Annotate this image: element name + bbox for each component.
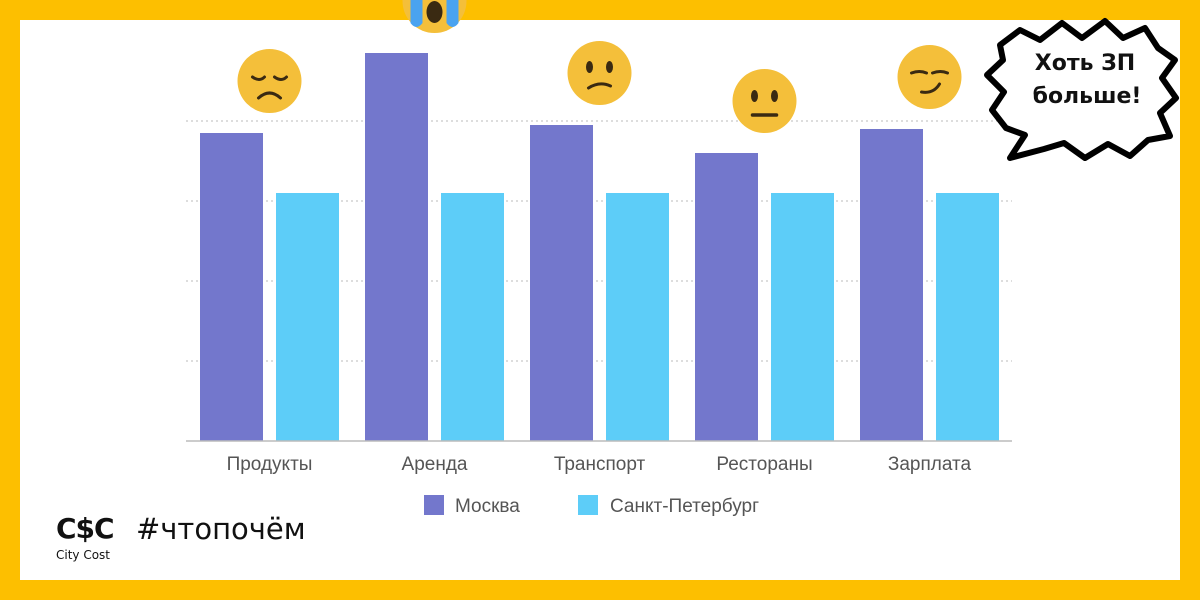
legend-swatch-moscow [424,495,444,515]
brand-name: City Cost [56,548,111,562]
brand-mark: C$C [56,512,115,545]
speech-bubble-line-1: Хоть ЗП [1035,51,1135,76]
bar-moscow-5 [860,129,923,441]
bar-moscow-4 [695,153,758,441]
bar-spb-4 [771,193,834,441]
bar-spb-2 [441,193,504,441]
speech-bubble-shape [984,18,1179,161]
bar-moscow-3 [530,125,593,441]
disappointed-face-icon [237,49,302,113]
bar-spb-5 [936,193,999,441]
legend: Москва Санкт-Петербург [424,495,759,517]
speech-bubble: Хоть ЗП больше! [984,18,1179,161]
x-tick-label-3: Транспорт [554,454,646,475]
x-tick-labels: Продукты Аренда Транспорт Рестораны Зарплата [227,454,972,475]
bar-moscow-2 [365,53,428,441]
loudly-crying-face-icon [402,0,467,33]
legend-label-spb: Санкт-Петербург [610,496,759,517]
smirking-face-icon [897,45,962,109]
neutral-face-icon [732,69,797,133]
confused-face-icon [567,41,632,105]
legend-label-moscow: Москва [455,496,520,517]
x-tick-label-1: Продукты [227,454,313,475]
x-tick-label-4: Рестораны [716,454,812,475]
x-tick-label-5: Зарплата [888,454,972,475]
legend-swatch-spb [578,495,598,515]
brand-logo: C$C City Cost [56,512,136,563]
x-tick-label-2: Аренда [402,454,468,475]
bar-spb-1 [276,193,339,441]
speech-bubble-line-2: больше! [1033,84,1142,109]
bars [200,53,999,441]
hashtag: #чтопочём [136,512,306,546]
bar-spb-3 [606,193,669,441]
bar-moscow-1 [200,133,263,441]
emoji-reactions [237,0,962,133]
